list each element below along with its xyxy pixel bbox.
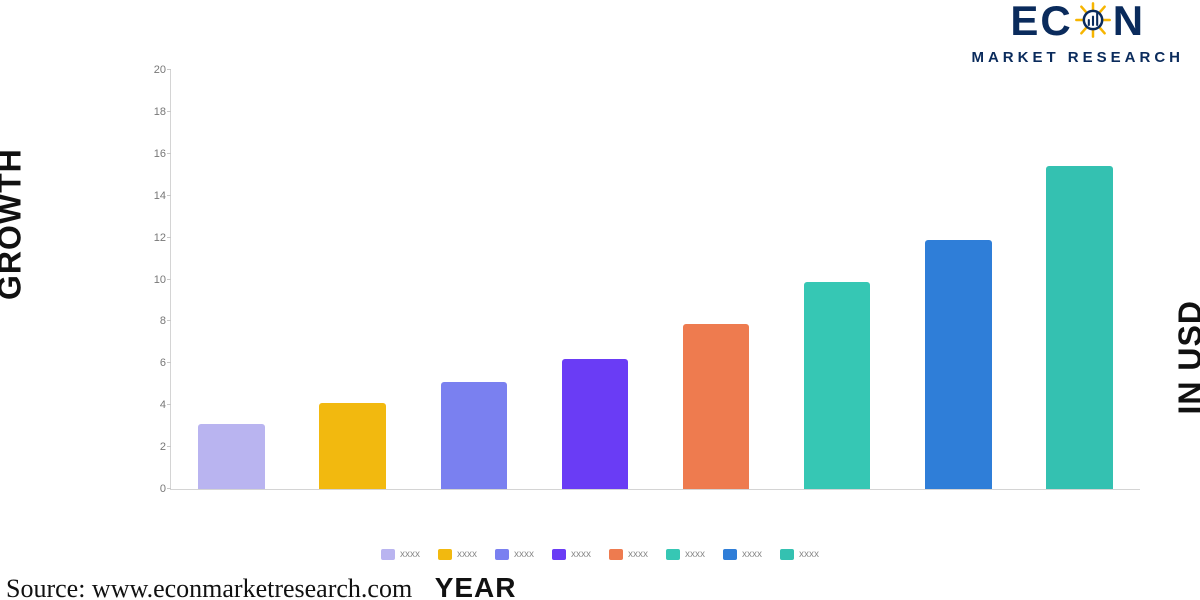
y-tick-label: 0 (136, 483, 166, 495)
y-tick-label: 2 (136, 441, 166, 453)
legend-swatch (552, 549, 566, 560)
bar (441, 382, 508, 489)
legend-item: xxxx (438, 549, 477, 560)
y-tick-label: 16 (136, 148, 166, 160)
y-tick-mark (167, 446, 171, 447)
y-tick-label: 20 (136, 64, 166, 76)
legend-label: xxxx (514, 549, 534, 560)
y-tick-mark (167, 69, 171, 70)
y-tick-label: 10 (136, 274, 166, 286)
bar (319, 403, 386, 489)
logo-subtitle: MARKET RESEARCH (971, 49, 1184, 66)
legend-label: xxxx (799, 549, 819, 560)
y-tick-mark (167, 153, 171, 154)
brand-logo: EC (971, 0, 1184, 66)
legend-label: xxxx (628, 549, 648, 560)
logo-main: EC (971, 0, 1184, 47)
rays-icon (1076, 4, 1109, 37)
legend-label: xxxx (571, 549, 591, 560)
y-tick-mark (167, 362, 171, 363)
bar (198, 424, 265, 489)
legend-label: xxxx (742, 549, 762, 560)
y-tick-mark (167, 279, 171, 280)
y-tick-label: 18 (136, 106, 166, 118)
bar (804, 282, 871, 489)
sunburst-icon (1073, 0, 1113, 47)
legend-swatch (438, 549, 452, 560)
y-tick-mark (167, 195, 171, 196)
legend-label: xxxx (457, 549, 477, 560)
legend-swatch (723, 549, 737, 560)
bar (1046, 166, 1113, 489)
bar-chart: 02468101214161820 (120, 70, 1140, 510)
legend-label: xxxx (685, 549, 705, 560)
bar (562, 359, 629, 489)
y-tick-label: 14 (136, 190, 166, 202)
y-tick-mark (167, 320, 171, 321)
y-tick-label: 6 (136, 357, 166, 369)
legend-swatch (495, 549, 509, 560)
bar (683, 324, 750, 490)
legend: xxxx xxxx xxxx xxxx xxxx xxxx xxxx xxxx (0, 549, 1200, 560)
y-tick-mark (167, 404, 171, 405)
y-axis-left-label: GROWTH (0, 148, 29, 300)
legend-item: xxxx (609, 549, 648, 560)
legend-item: xxxx (381, 549, 420, 560)
legend-item: xxxx (552, 549, 591, 560)
legend-swatch (666, 549, 680, 560)
plot-area: 02468101214161820 (170, 70, 1140, 490)
y-tick-label: 8 (136, 315, 166, 327)
y-tick-mark (167, 237, 171, 238)
legend-item: xxxx (666, 549, 705, 560)
legend-label: xxxx (400, 549, 420, 560)
legend-swatch (381, 549, 395, 560)
y-tick-mark (167, 111, 171, 112)
legend-swatch (780, 549, 794, 560)
x-axis-label: YEAR (435, 572, 517, 600)
legend-item: xxxx (780, 549, 819, 560)
source-text: Source: www.econmarketresearch.com (6, 574, 412, 600)
bar (925, 240, 992, 489)
footer-row: Source: www.econmarketresearch.com YEAR (6, 572, 516, 600)
y-tick-label: 4 (136, 399, 166, 411)
logo-post: N (1113, 0, 1145, 44)
legend-item: xxxx (723, 549, 762, 560)
legend-item: xxxx (495, 549, 534, 560)
y-tick-label: 12 (136, 232, 166, 244)
y-tick-mark (167, 488, 171, 489)
legend-swatch (609, 549, 623, 560)
y-axis-right-label: IN USD (1172, 300, 1200, 414)
logo-pre: EC (1010, 0, 1072, 44)
